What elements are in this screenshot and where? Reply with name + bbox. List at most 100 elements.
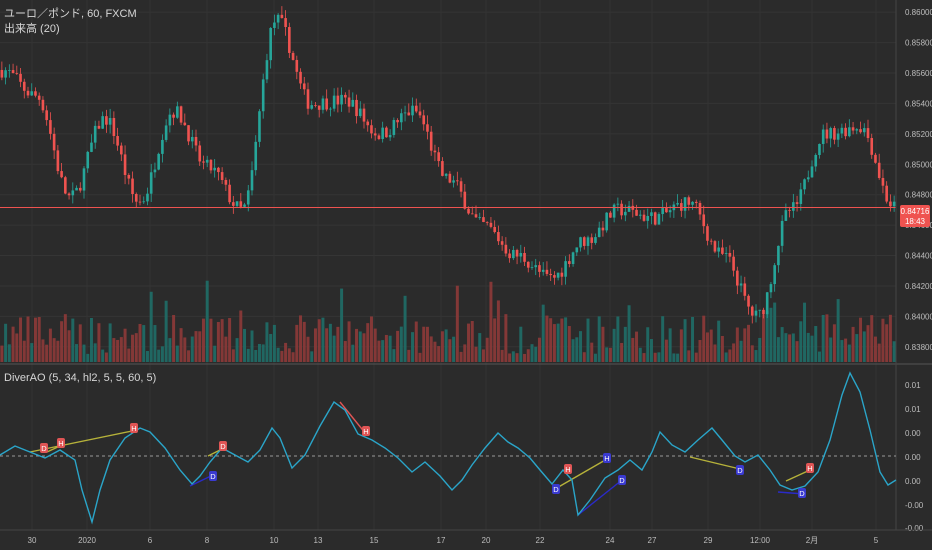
candle-body (840, 127, 844, 134)
volume-bar (515, 353, 519, 362)
candle-body (605, 212, 608, 231)
divergence-segment (554, 458, 608, 490)
price-tick-label: 0.85000 (905, 160, 932, 169)
volume-bar (571, 339, 575, 362)
candle-body (523, 253, 526, 262)
candle-body (870, 138, 874, 155)
candle-body (329, 108, 332, 110)
candle-body (67, 193, 71, 196)
candle-body (855, 129, 859, 131)
candle-body (650, 212, 653, 216)
volume-bar (847, 344, 851, 362)
volume-bar (508, 353, 512, 362)
candle-body (340, 94, 343, 105)
candle-body (456, 180, 459, 182)
volume-bar (377, 340, 381, 362)
candle-body (765, 292, 769, 315)
candle-body (172, 114, 175, 118)
candle-body (41, 99, 45, 111)
candle-body (885, 185, 888, 202)
indicator-legend[interactable]: DiverAO (5, 34, hl2, 5, 5, 60, 5) (4, 372, 157, 384)
divergence-segment (689, 456, 741, 470)
marker-badge (564, 464, 572, 474)
volume-bar (676, 353, 680, 362)
candle-body (579, 237, 582, 248)
volume-bar (310, 351, 314, 362)
candle-body (683, 197, 687, 211)
marker-label: H (131, 424, 136, 433)
volume-bar (780, 327, 784, 362)
volume-bar (541, 304, 545, 362)
candle-body (362, 108, 366, 122)
volume-bar (284, 342, 288, 362)
price-tick-label: 0.84400 (905, 252, 932, 261)
candlestick-series[interactable] (0, 6, 896, 324)
candle-body (254, 141, 258, 171)
marker-badge (209, 471, 217, 481)
volume-bar (605, 347, 609, 362)
candle-body (78, 187, 82, 191)
candle-body (485, 222, 489, 223)
volume-bar (463, 344, 467, 362)
volume-legend[interactable]: 出来高 (20) (4, 23, 60, 35)
candle-body (0, 69, 4, 78)
candle-body (146, 193, 149, 202)
volume-bar (717, 320, 721, 362)
candle-body (702, 214, 706, 227)
volume-bar (396, 330, 400, 362)
candle-body (769, 284, 773, 293)
volume-bar (45, 344, 49, 362)
volume-bar (870, 315, 874, 362)
volume-bar (261, 344, 265, 362)
volume-bar (888, 314, 892, 362)
volume-bar (702, 315, 706, 362)
oscillator-line[interactable] (0, 371, 897, 525)
candle-body (123, 154, 127, 175)
volume-bar (437, 346, 441, 362)
volume-bar (732, 343, 736, 362)
volume-bar (291, 352, 295, 362)
time-axis[interactable]: 30 2020 6 8 10 13 15 17 20 22 24 27 29 12:00 2月 5 (28, 536, 879, 545)
price-axis[interactable]: 0.86000 0.85800 0.85600 0.85400 0.85200 0.850… (905, 8, 932, 352)
candle-body (30, 91, 34, 96)
candle-body (396, 120, 399, 123)
marker-badge (362, 426, 370, 436)
volume-bar (855, 334, 859, 362)
volume-bar (123, 328, 127, 362)
volume-bar (101, 349, 105, 362)
volume-bar (56, 340, 60, 362)
candle-body (246, 190, 250, 205)
marker-label: D (210, 472, 216, 481)
candle-body (261, 79, 265, 112)
volume-bar (388, 335, 392, 362)
candle-body (314, 105, 317, 106)
indicator-axis[interactable]: 0.01 0.01 0.00 0.00 0.00 -0.00 -0.00 (905, 381, 924, 533)
volume-bar (873, 336, 877, 362)
volume-bar (41, 339, 45, 362)
indicator-tick-label: -0.00 (905, 501, 924, 510)
time-tick-label: 30 (28, 536, 37, 545)
volume-bar (369, 316, 373, 362)
candle-body (310, 105, 314, 109)
symbol-legend[interactable]: ユーロ／ポンド, 60, FXCM (4, 8, 137, 20)
candle-body (717, 247, 720, 252)
volume-bar (687, 350, 691, 362)
candle-body (624, 211, 627, 216)
volume-bar (97, 323, 101, 362)
marker-label: D (799, 489, 805, 498)
time-tick-label: 6 (148, 536, 153, 545)
candle-body (448, 173, 452, 183)
candle-body (668, 210, 672, 213)
volume-bar (649, 339, 653, 362)
volume-bar (478, 333, 482, 362)
candle-body (788, 210, 791, 211)
candle-body (347, 97, 351, 107)
volume-bar (172, 315, 176, 362)
volume-bar (612, 328, 616, 362)
volume-bar (597, 316, 601, 362)
volume-bar (720, 335, 724, 362)
marker-badge (603, 453, 611, 463)
candle-body (11, 70, 15, 74)
candle-body (530, 267, 534, 268)
